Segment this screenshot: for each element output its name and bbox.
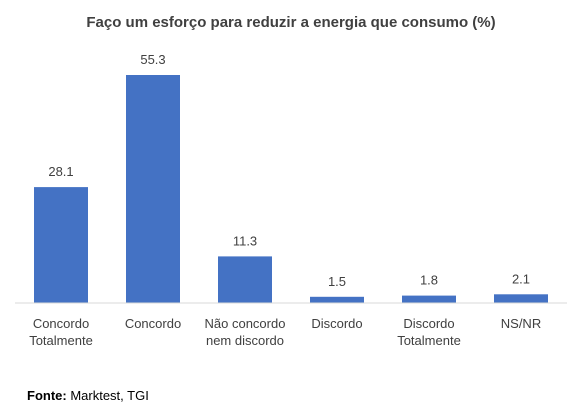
bar-5 [494, 294, 548, 303]
labels-layer: 28.1 Concordo Totalmente 55.3 Concordo 11.3 Nã… [29, 52, 541, 348]
data-label-3: 1.5 [328, 274, 346, 289]
data-label-1: 55.3 [140, 52, 165, 67]
category-label-0: Concordo Totalmente [29, 316, 93, 348]
data-label-2: 11.3 [233, 233, 257, 248]
bar-4 [402, 295, 456, 303]
bar-1 [126, 75, 180, 303]
bar-0 [34, 187, 88, 303]
chart-title: Faço um esforço para reduzir a energia q… [86, 14, 496, 31]
data-label-5: 2.1 [512, 271, 530, 286]
source-note: Fonte: Marktest, TGI [27, 388, 149, 403]
category-label-1: Concordo [125, 316, 181, 331]
category-label-4: Discordo Totalmente [397, 316, 461, 348]
source-label: Fonte: [27, 388, 67, 403]
data-label-0: 28.1 [48, 164, 73, 179]
bars-layer [34, 75, 548, 303]
category-label-3: Discordo [311, 316, 362, 331]
data-label-4: 1.8 [420, 273, 438, 288]
source-text: Marktest, TGI [66, 388, 149, 403]
category-label-2: Não concordo nem discordo [205, 316, 286, 348]
bar-2 [218, 256, 272, 303]
bar-3 [310, 296, 364, 303]
category-label-5: NS/NR [501, 316, 541, 331]
